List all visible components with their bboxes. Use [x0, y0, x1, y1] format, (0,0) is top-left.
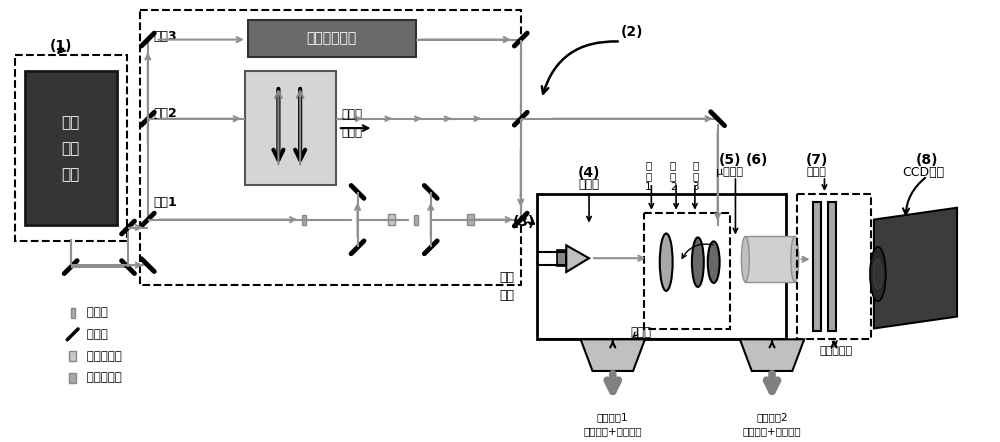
Bar	[69, 373, 76, 383]
Text: 样品
制备: 样品 制备	[499, 271, 514, 302]
Ellipse shape	[692, 237, 704, 287]
Polygon shape	[874, 208, 957, 328]
Ellipse shape	[791, 236, 799, 282]
Bar	[71, 308, 75, 317]
Text: (7): (7)	[805, 153, 828, 167]
Ellipse shape	[870, 247, 886, 301]
Polygon shape	[566, 245, 589, 272]
Bar	[557, 250, 566, 266]
Polygon shape	[740, 339, 804, 371]
Bar	[25, 71, 117, 225]
Bar	[302, 215, 306, 225]
Text: 电
极
3: 电 极 3	[693, 160, 699, 192]
Text: 电
极
2: 电 极 2	[670, 160, 676, 192]
Bar	[745, 236, 795, 282]
Text: (2): (2)	[621, 25, 643, 38]
Text: 荧光屏: 荧光屏	[807, 167, 826, 177]
Text: 真空泵组2
（机械泵+分子泵）: 真空泵组2 （机械泵+分子泵）	[743, 412, 801, 437]
Ellipse shape	[873, 259, 882, 289]
Ellipse shape	[660, 233, 673, 291]
Text: (4): (4)	[578, 166, 600, 180]
Text: 光路3: 光路3	[154, 30, 177, 43]
Bar	[69, 351, 76, 361]
Ellipse shape	[741, 236, 749, 282]
Text: 二倍频晶体: 二倍频晶体	[83, 350, 121, 362]
Bar	[813, 202, 821, 332]
Bar	[414, 215, 418, 225]
Text: 飞秒
激光
系统: 飞秒 激光 系统	[62, 115, 80, 182]
Text: 三倍频晶体: 三倍频晶体	[83, 371, 121, 385]
Ellipse shape	[708, 241, 720, 283]
Bar	[537, 194, 786, 339]
Text: 电
极
1: 电 极 1	[645, 160, 652, 192]
Bar	[467, 214, 474, 225]
Text: 光路1: 光路1	[154, 196, 178, 210]
Text: 光参量放大器: 光参量放大器	[307, 31, 357, 46]
Bar	[140, 10, 521, 285]
Text: (5): (5)	[718, 153, 741, 167]
Text: 隔离锥: 隔离锥	[630, 326, 651, 339]
Text: 真空泵组1
（机械泵+分子泵）: 真空泵组1 （机械泵+分子泵）	[583, 412, 642, 437]
Bar	[15, 55, 127, 241]
Text: 脉冲阀: 脉冲阀	[579, 179, 600, 191]
Bar	[797, 194, 871, 339]
Bar	[245, 71, 336, 185]
Bar	[828, 202, 836, 332]
Text: (1): (1)	[50, 39, 72, 53]
Bar	[644, 213, 730, 329]
Text: 光路2: 光路2	[154, 107, 178, 120]
Bar	[248, 20, 416, 57]
Text: 高反镜: 高反镜	[83, 328, 107, 341]
Text: μ合金筒: μ合金筒	[716, 167, 743, 177]
Polygon shape	[581, 339, 645, 371]
Text: (3): (3)	[513, 215, 535, 229]
Text: (6): (6)	[746, 153, 768, 167]
Text: 微通道板组: 微通道板组	[820, 346, 853, 356]
Text: (8): (8)	[916, 153, 939, 167]
Text: 分束片: 分束片	[83, 306, 107, 319]
Text: CCD相机: CCD相机	[902, 166, 944, 179]
Bar	[388, 214, 395, 225]
Text: 精密延
迟平台: 精密延 迟平台	[342, 108, 363, 139]
